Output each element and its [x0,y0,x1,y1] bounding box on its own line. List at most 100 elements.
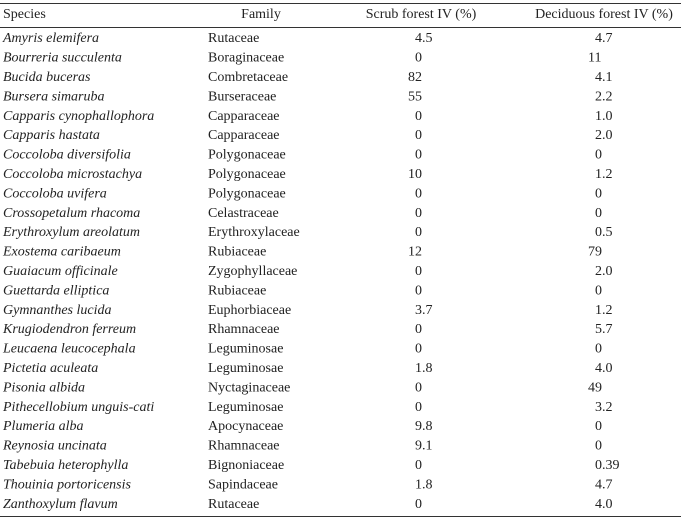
family-cell: Rhamnaceae [208,439,280,454]
value-cell: 1.8 [415,361,433,376]
value-cell: 4.1 [595,70,613,85]
species-cell: Pictetia aculeata [2,361,98,376]
value-cell: 1.2 [595,167,613,182]
species-cell: Coccoloba uvifera [3,186,107,201]
species-cell: Guettarda elliptica [3,283,109,298]
value-cell: 2.0 [595,128,613,143]
family-cell: Rubiaceae [208,245,266,260]
value-cell: 49 [588,380,602,395]
value-cell: 1.0 [595,109,613,124]
family-cell: Bignoniaceae [208,458,284,473]
species-cell: Krugiodendron ferreum [2,322,136,337]
header-cell: Family [241,7,281,22]
species-cell: Coccoloba microstachya [3,167,142,182]
family-cell: Rutaceae [208,31,259,46]
value-cell: 79 [588,245,602,260]
value-cell: 9.1 [415,439,433,454]
value-cell: 0 [415,206,422,221]
value-cell: 2.0 [595,264,613,279]
species-cell: Crossopetalum rhacoma [3,206,140,221]
value-cell: 0 [415,458,422,473]
value-cell: 0 [595,186,602,201]
family-cell: Euphorbiaceae [208,303,291,318]
value-cell: 0 [415,109,422,124]
value-cell: 0 [415,342,422,357]
family-cell: Leguminosae [208,361,283,376]
family-cell: Zygophyllaceae [208,264,297,279]
value-cell: 0 [415,51,422,66]
species-cell: Gymnanthes lucida [3,303,111,318]
family-cell: Nyctaginaceae [208,380,290,395]
family-cell: Erythroxylaceae [208,225,300,240]
species-cell: Thouinia portoricensis [3,477,132,492]
value-cell: 4.0 [595,497,613,512]
species-cell: Bucida buceras [3,70,91,85]
value-cell: 0 [415,400,422,415]
value-cell: 0 [415,283,422,298]
value-cell: 4.7 [595,477,613,492]
value-cell: 0 [415,186,422,201]
family-cell: Burseraceae [208,89,276,104]
family-cell: Capparaceae [208,109,280,124]
value-cell: 4.7 [595,31,613,46]
species-cell: Reynosia uncinata [2,439,107,454]
species-cell: Tabebuia heterophylla [3,458,128,473]
value-cell: 3.2 [595,400,613,415]
value-cell: 0 [415,148,422,163]
value-cell: 12 [408,245,422,260]
species-cell: Capparis cynophallophora [3,109,154,124]
value-cell: 0.39 [595,458,620,473]
value-cell: 9.8 [415,419,433,434]
value-cell: 82 [408,70,422,85]
header-cell: Scrub forest IV (%) [366,7,477,22]
value-cell: 10 [408,167,422,182]
value-cell: 0.5 [595,225,613,240]
family-cell: Leguminosae [208,400,283,415]
species-cell: Capparis hastata [3,128,100,143]
species-cell: Plumeria alba [2,419,84,434]
species-cell: Bourreria succulenta [3,51,122,66]
value-cell: 0 [595,283,602,298]
value-cell: 0 [595,419,602,434]
value-cell: 0 [415,497,422,512]
family-cell: Combretaceae [208,70,288,85]
value-cell: 2.2 [595,89,613,104]
species-cell: Guaiacum officinale [3,264,118,279]
value-cell: 1.8 [415,477,433,492]
value-cell: 0 [415,264,422,279]
value-cell: 0 [415,225,422,240]
value-cell: 3.7 [415,303,433,318]
family-cell: Celastraceae [208,206,279,221]
value-cell: 0 [415,322,422,337]
value-cell: 0 [415,380,422,395]
family-cell: Apocynaceae [208,419,283,434]
species-cell: Amyris elemifera [2,31,99,46]
family-cell: Boraginaceae [208,51,284,66]
value-cell: 4.5 [415,31,433,46]
species-cell: Zanthoxylum flavum [3,497,118,512]
species-cell: Pisonia albida [2,380,85,395]
species-cell: Erythroxylum areolatum [2,225,140,240]
species-cell: Coccoloba diversifolia [3,148,131,163]
family-cell: Leguminosae [208,342,283,357]
value-cell: 55 [408,89,422,104]
value-cell: 0 [595,439,602,454]
species-cell: Leucaena leucocephala [2,342,136,357]
header-cell: Deciduous forest IV (%) [535,7,673,22]
value-cell: 0 [595,342,602,357]
value-cell: 4.0 [595,361,613,376]
family-cell: Capparaceae [208,128,280,143]
family-cell: Sapindaceae [208,477,278,492]
value-cell: 0 [415,128,422,143]
value-cell: 0 [595,148,602,163]
family-cell: Polygonaceae [208,148,286,163]
value-cell: 1.2 [595,303,613,318]
value-cell: 11 [588,51,601,66]
species-cell: Exostema caribaeum [2,245,121,260]
family-cell: Rhamnaceae [208,322,280,337]
species-cell: Pithecellobium unguis-cati [2,400,154,415]
value-cell: 0 [595,206,602,221]
value-cell: 5.7 [595,322,613,337]
species-cell: Bursera simaruba [3,89,105,104]
